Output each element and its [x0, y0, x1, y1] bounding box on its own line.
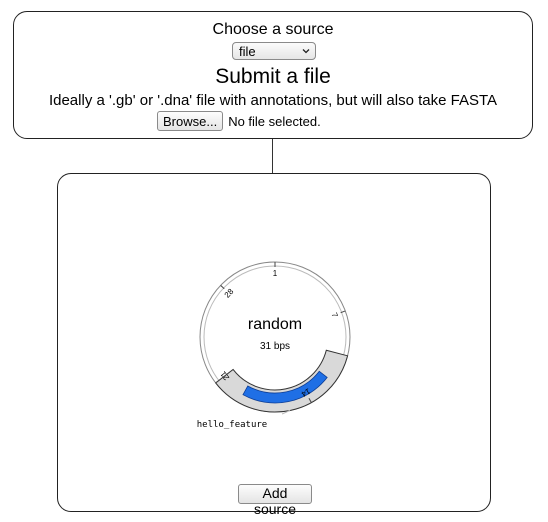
tick-mark — [220, 284, 225, 290]
browse-button[interactable]: Browse... — [157, 111, 224, 131]
source-panel: Choose a source file Submit a file Ideal… — [13, 11, 533, 139]
plasmid-name: random — [248, 316, 302, 333]
feature-label[interactable]: hello_feature — [197, 420, 267, 430]
tick-label: 28 — [223, 287, 236, 300]
file-description: Ideally a '.gb' or '.dna' file with anno… — [48, 92, 498, 109]
tick-mark — [215, 379, 220, 384]
choose-source-label: Choose a source — [212, 21, 334, 38]
chevron-down-icon — [302, 49, 310, 54]
connector-line — [272, 139, 273, 173]
tick-label: 1 — [273, 269, 278, 278]
file-status-text: No file selected. — [228, 113, 321, 129]
add-source-button[interactable]: Add source — [238, 484, 312, 517]
tick-label: 7 — [329, 311, 339, 319]
file-input-row: Browse... No file selected. — [157, 111, 321, 131]
tick-mark — [308, 397, 312, 403]
plasmid-length: 31 bps — [260, 341, 290, 352]
feature-hello-feature[interactable] — [242, 370, 328, 404]
source-type-select[interactable]: file — [232, 42, 316, 60]
submit-file-heading: Submit a file — [215, 65, 331, 88]
feature-label-leader — [281, 410, 291, 415]
plasmid-map-panel: 1 7 14 21 28 hello_feature random 31 bps Add… — [57, 173, 492, 517]
tick-mark — [340, 310, 346, 314]
source-type-value: file — [239, 44, 256, 59]
